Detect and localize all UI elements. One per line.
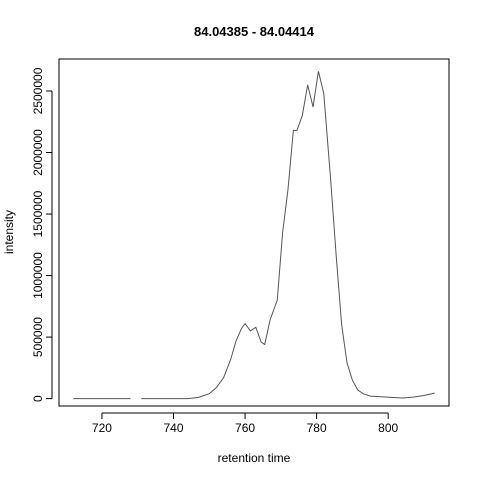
x-tick-label: 740 bbox=[163, 421, 183, 435]
y-axis-label: intensity bbox=[2, 210, 16, 254]
y-tick-label: 1500000 bbox=[31, 190, 45, 237]
y-tick-label: 2500000 bbox=[31, 67, 45, 114]
plot-frame bbox=[58, 58, 450, 407]
x-tick-label: 720 bbox=[92, 421, 112, 435]
y-axis: 0 500000 1000000 1500000 2000000 2500000 bbox=[31, 67, 53, 402]
x-tick-label: 800 bbox=[378, 421, 398, 435]
x-tick-label: 780 bbox=[307, 421, 327, 435]
y-tick-label: 500000 bbox=[31, 317, 45, 357]
x-tick-label: 760 bbox=[235, 421, 255, 435]
series-line bbox=[141, 71, 435, 400]
chart-title: 84.04385 - 84.04414 bbox=[194, 24, 315, 39]
y-tick-label: 2000000 bbox=[31, 129, 45, 176]
x-axis-label: retention time bbox=[218, 451, 291, 465]
x-axis: 720 740 760 780 800 bbox=[92, 412, 399, 435]
y-tick-label: 1000000 bbox=[31, 252, 45, 299]
data-series bbox=[73, 71, 435, 400]
y-tick-label: 0 bbox=[31, 395, 45, 402]
